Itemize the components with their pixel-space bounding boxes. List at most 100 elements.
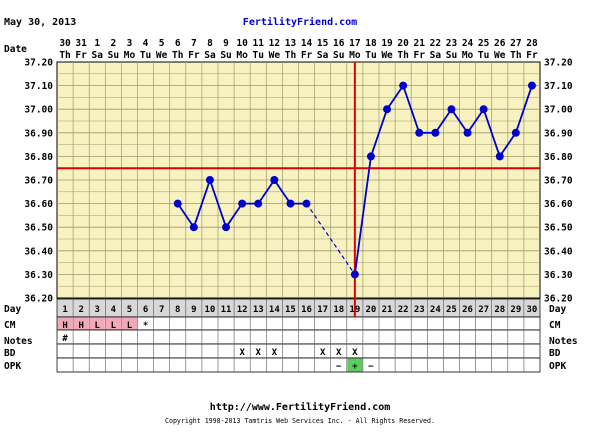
date-label: 23 <box>446 38 458 49</box>
cm-value: H <box>78 321 83 331</box>
chart-date: May 30, 2013 <box>4 17 76 28</box>
date-label: 11 <box>253 38 265 49</box>
weekday-label: Fr <box>301 50 313 61</box>
temp-segment <box>386 85 404 110</box>
opk-result: + <box>352 362 358 372</box>
opk-result: − <box>336 362 342 372</box>
date-label: 6 <box>175 38 181 49</box>
cm-row-label-right: CM <box>549 320 561 331</box>
date-label: 30 <box>59 38 71 49</box>
weekday-label: Fr <box>526 50 538 61</box>
date-label: 12 <box>269 38 280 49</box>
temp-point <box>383 105 392 114</box>
y-tick-label: 36.90 <box>24 128 53 139</box>
date-label: 1 <box>94 38 100 49</box>
date-label: 5 <box>159 38 165 49</box>
cm-value: L <box>127 321 133 331</box>
cm-cell-fill <box>57 317 73 330</box>
cycle-day-label: 10 <box>205 305 216 315</box>
weekday-label: We <box>269 50 281 61</box>
notes-row-label: Notes <box>4 336 33 347</box>
cycle-day-label: 29 <box>510 305 521 315</box>
weekday-label: Tu <box>478 50 489 61</box>
cycle-day-label: 26 <box>462 305 473 315</box>
date-label: 16 <box>333 38 345 49</box>
cycle-day-label: 4 <box>111 305 117 315</box>
weekday-label: Sa <box>317 50 329 61</box>
cm-value: H <box>62 321 67 331</box>
weekday-label: Fr <box>188 50 200 61</box>
date-label: 31 <box>75 38 87 49</box>
cycle-day-label: 18 <box>333 305 344 315</box>
day-row-label-right: Day <box>549 304 566 315</box>
temp-point <box>205 176 214 184</box>
opk-positive-fill <box>347 358 363 372</box>
weekday-label: Mo <box>236 50 248 61</box>
note-mark: # <box>62 334 68 344</box>
notes-row-label-right: Notes <box>549 336 578 347</box>
cycle-day-label: 15 <box>285 305 296 315</box>
y-tick-label: 36.80 <box>24 152 53 163</box>
cycle-day-label: 25 <box>446 305 457 315</box>
date-label: 18 <box>365 38 377 49</box>
footer-url[interactable]: http://www.FertilityFriend.com <box>210 401 391 413</box>
temp-segment <box>466 108 485 134</box>
cycle-day-label: 7 <box>159 305 164 315</box>
footer-copyright: Copyright 1998-2013 Tamtris Web Services… <box>165 417 435 425</box>
y-tick-label: 36.50 <box>544 223 573 234</box>
temp-segment <box>353 156 372 275</box>
date-label: 27 <box>510 38 521 49</box>
cycle-day-label: 2 <box>78 305 83 315</box>
temp-point <box>463 128 472 137</box>
cycle-day-label: 11 <box>221 305 232 315</box>
y-tick-label: 36.20 <box>544 294 573 305</box>
y-tick-label: 36.40 <box>24 246 53 257</box>
weekday-label: We <box>381 50 393 61</box>
temp-point <box>254 199 263 208</box>
y-tick-label: 37.00 <box>24 105 53 116</box>
y-tick-label: 36.60 <box>544 199 573 210</box>
cm-cell-fill <box>121 317 137 330</box>
gridlines <box>57 62 540 298</box>
bd-row-label: BD <box>4 348 16 359</box>
date-label: 13 <box>285 38 297 49</box>
date-label: 8 <box>207 38 213 49</box>
cycle-day-label: 6 <box>143 305 148 315</box>
bd-mark: X <box>239 348 245 358</box>
y-tick-label: 36.30 <box>544 270 573 281</box>
weekday-label: Mo <box>124 50 136 61</box>
temp-point <box>222 223 231 232</box>
weekday-label: Fr <box>414 50 426 61</box>
y-tick-label: 37.20 <box>24 58 53 69</box>
y-tick-label: 37.00 <box>544 105 573 116</box>
y-tick-label: 36.20 <box>24 294 53 305</box>
cycle-day-label: 17 <box>317 305 328 315</box>
weekday-label: Sa <box>92 50 104 61</box>
temp-point <box>479 105 488 114</box>
weekday-label: Th <box>285 50 296 61</box>
weekday-label: Th <box>172 50 183 61</box>
date-label: 15 <box>317 38 329 49</box>
chart-rows: 1 2 3 4 5 6 7 8 9 10 11 12 13 14 15 16 17 18 19 20 21 22 23 24 2… <box>56 298 541 373</box>
weekday-label: Su <box>108 50 119 61</box>
cycle-day-label: 19 <box>349 305 360 315</box>
site-title[interactable]: FertilityFriend.com <box>243 16 357 28</box>
cycle-day-label: 5 <box>127 305 132 315</box>
weekday-label: Th <box>510 50 521 61</box>
cycle-day-label: 16 <box>301 305 312 315</box>
opk-result: − <box>368 362 374 372</box>
temp-point <box>350 270 359 279</box>
temp-point <box>366 152 375 161</box>
bd-mark: X <box>256 348 262 358</box>
date-label: 20 <box>397 38 409 49</box>
y-tick-label: 36.70 <box>544 176 573 187</box>
bd-row-label-right: BD <box>549 348 561 359</box>
y-tick-label: 37.10 <box>24 81 53 92</box>
y-axis-right: 37.20 37.10 37.00 36.90 36.80 36.70 36.60 36.50… <box>544 58 573 305</box>
date-label: 25 <box>478 38 490 49</box>
temp-segment <box>273 179 292 205</box>
weekday-label: Sa <box>430 50 442 61</box>
weekday-label: Fr <box>75 50 87 61</box>
cycle-day-label: 24 <box>430 305 441 315</box>
temp-point <box>415 128 424 137</box>
